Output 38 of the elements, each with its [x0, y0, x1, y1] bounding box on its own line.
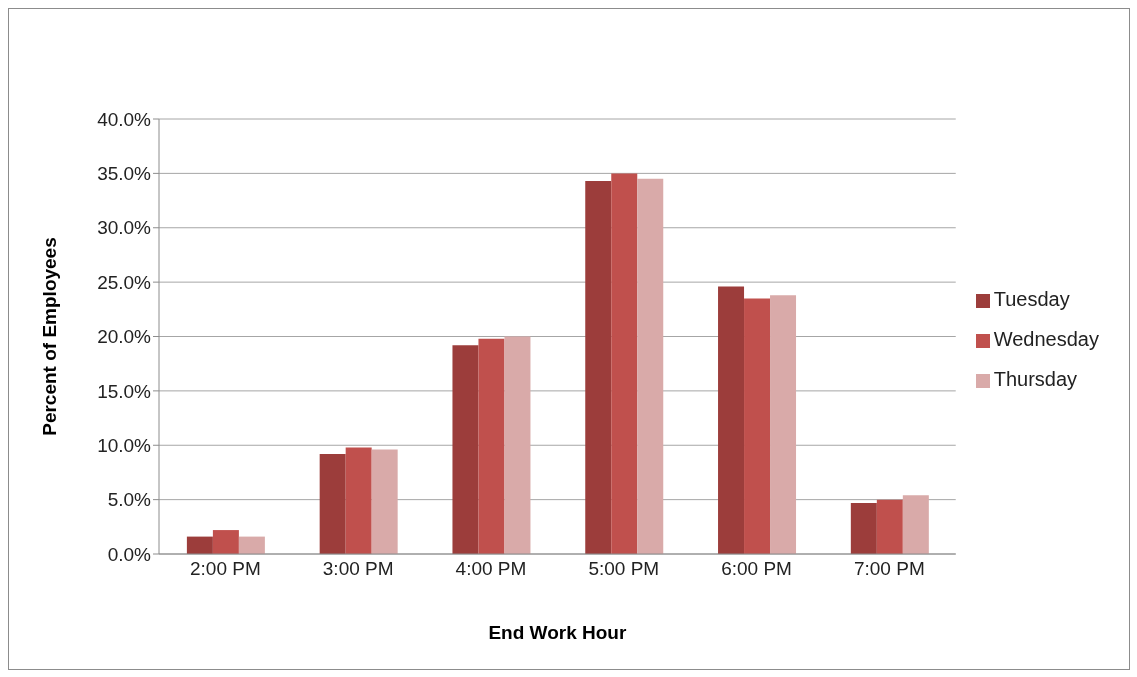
x-tick-label: 7:00 PM	[853, 558, 925, 580]
bar	[744, 298, 771, 554]
y-tick-label: 30.0%	[97, 217, 152, 239]
bar	[238, 536, 265, 554]
bar	[637, 178, 664, 554]
x-tick-label: 6:00 PM	[721, 558, 792, 580]
bar	[452, 345, 479, 554]
y-tick-label: 10.0%	[97, 434, 152, 456]
x-tick-label: 5:00 PM	[588, 558, 660, 580]
y-axis-title: Percent of Employees	[38, 237, 60, 436]
y-tick-label: 20.0%	[97, 326, 152, 348]
bar	[770, 295, 797, 554]
bar	[718, 286, 745, 554]
legend-label: Wednesday	[993, 328, 1099, 350]
bar	[902, 495, 929, 554]
bar	[212, 530, 239, 554]
bar	[371, 449, 398, 554]
bar	[850, 502, 877, 554]
y-tick-label: 35.0%	[97, 163, 152, 185]
legend-label: Tuesday	[993, 288, 1070, 310]
x-tick-label: 4:00 PM	[455, 558, 527, 580]
y-tick-label: 15.0%	[97, 380, 152, 402]
bar	[186, 536, 213, 554]
bar	[504, 336, 531, 554]
y-tick-label: 5.0%	[107, 489, 152, 511]
bar	[319, 453, 346, 554]
y-tick-label: 40.0%	[97, 108, 152, 130]
y-tick-label: 25.0%	[97, 271, 152, 293]
bar	[876, 499, 903, 554]
x-tick-label: 3:00 PM	[322, 558, 394, 580]
bar	[585, 180, 612, 554]
y-tick-label: 0.0%	[107, 543, 152, 565]
bar	[478, 338, 505, 554]
x-tick-label: 2:00 PM	[190, 558, 261, 580]
bar	[611, 173, 638, 554]
bar	[345, 447, 372, 554]
x-axis-title: End Work Hour	[488, 622, 627, 643]
legend-label: Thursday	[993, 368, 1078, 390]
